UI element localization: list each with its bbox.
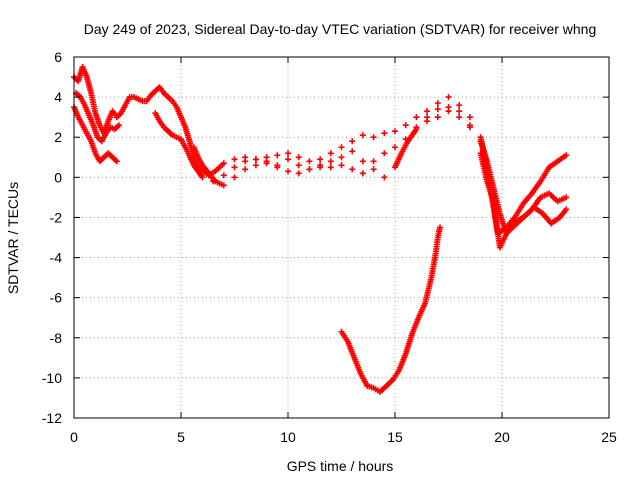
data-point-track-3: [402, 136, 409, 143]
data-point-track-1: [563, 152, 570, 159]
grid-layer: [74, 57, 609, 418]
data-point-track-3: [413, 124, 420, 131]
data-point-track-3: [466, 124, 473, 131]
y-axis-label: SDTVAR / TECUs: [5, 182, 21, 294]
data-point-track-1: [317, 156, 324, 163]
data-point-track-2: [434, 114, 441, 121]
data-point-track-3: [445, 104, 452, 111]
data-point-track-2: [338, 154, 345, 161]
data-point-track-3: [199, 174, 206, 181]
data-point-track-1: [349, 138, 356, 145]
data-point-track-1: [370, 134, 377, 141]
data-point-track-3: [306, 166, 313, 173]
data-point-track-1: [424, 108, 431, 115]
y-tick-label: 2: [54, 129, 62, 145]
y-tick-label: -4: [50, 250, 63, 266]
data-point-track-1: [402, 122, 409, 129]
data-point-track-3: [115, 122, 122, 129]
data-point-track-3: [424, 114, 431, 121]
data-point-track-3: [327, 164, 334, 171]
y-tick-label: 0: [54, 169, 62, 185]
data-point-track-3: [349, 166, 356, 173]
data-point-track-2: [349, 148, 356, 155]
x-tick-label: 5: [177, 429, 185, 445]
data-point-track-2: [563, 194, 570, 201]
x-axis-label: GPS time / hours: [287, 458, 394, 474]
data-point-track-1: [338, 144, 345, 151]
data-point-track-1: [327, 150, 334, 157]
plot-frame: [73, 56, 610, 419]
y-tick-label: -2: [50, 209, 63, 225]
data-point-track-2: [381, 174, 388, 181]
data-point-track-3: [220, 172, 227, 179]
data-point-track-1: [285, 150, 291, 157]
y-tick-label: -12: [42, 410, 62, 426]
data-point-track-3: [392, 144, 398, 151]
data-point-track-3: [456, 108, 463, 115]
data-point-track-2: [252, 162, 259, 169]
x-tick-label: 10: [280, 429, 296, 445]
data-point-track-2: [242, 166, 249, 173]
data-point-track-1: [295, 154, 302, 161]
data-point-track-3: [231, 164, 238, 171]
data-point-track-2: [285, 168, 291, 175]
data-point-track-3: [242, 158, 249, 165]
data-point-track-1: [306, 158, 313, 165]
data-point-track-2: [327, 158, 334, 165]
data-point-track-3: [381, 150, 388, 157]
y-tick-label: -8: [50, 330, 63, 346]
data-point-track-3: [263, 160, 270, 167]
data-point-track-1: [274, 152, 281, 159]
data-point-track-2: [231, 174, 238, 181]
data-point-track-3: [370, 158, 377, 165]
data-point-track-1: [445, 94, 452, 101]
data-point-track-2: [220, 182, 227, 189]
data-point-track-3: [434, 106, 441, 113]
data-point-track-3: [317, 164, 324, 171]
x-tick-label: 20: [494, 429, 510, 445]
data-point-track-3: [210, 178, 217, 185]
chart-title: Day 249 of 2023, Sidereal Day-to-day VTE…: [84, 21, 597, 37]
data-point-track-1: [456, 102, 463, 109]
x-tick-label: 15: [387, 429, 403, 445]
data-point-track-3: [274, 162, 281, 169]
data-point-track-1: [231, 156, 238, 163]
data-point-track-2: [113, 158, 120, 165]
data-point-track-1: [413, 114, 420, 121]
data-point-track-3: [359, 170, 366, 177]
axis-layer: 0 5 10 15 20 25 -12 -10 -8 -6 -4 -2 0 2 4 6: [42, 49, 617, 445]
y-tick-label: -10: [42, 370, 62, 386]
x-tick-label: 0: [70, 429, 78, 445]
data-point-track-3: [295, 162, 302, 169]
data-point-track-1: [359, 132, 366, 139]
data-point-track-2: [370, 166, 377, 173]
y-tick-label: 4: [54, 89, 62, 105]
data-point-track-4: [436, 224, 443, 231]
data-point-track-2: [456, 114, 463, 121]
data-point-track-3: [563, 206, 570, 213]
data-point-track-1: [434, 100, 441, 107]
x-tick-label: 25: [601, 429, 617, 445]
data-point-track-3: [252, 156, 259, 163]
data-point-track-1: [392, 128, 398, 135]
marker-layer: [71, 64, 570, 395]
data-point-track-2: [295, 170, 302, 177]
data-point-track-3: [285, 156, 291, 163]
data-point-track-1: [466, 114, 473, 121]
data-point-track-2: [359, 158, 366, 165]
data-point-track-3: [338, 162, 345, 169]
data-point-track-1: [381, 130, 388, 137]
y-tick-label: -6: [50, 290, 63, 306]
data-point-track-1: [220, 160, 227, 167]
y-tick-label: 6: [54, 49, 62, 65]
